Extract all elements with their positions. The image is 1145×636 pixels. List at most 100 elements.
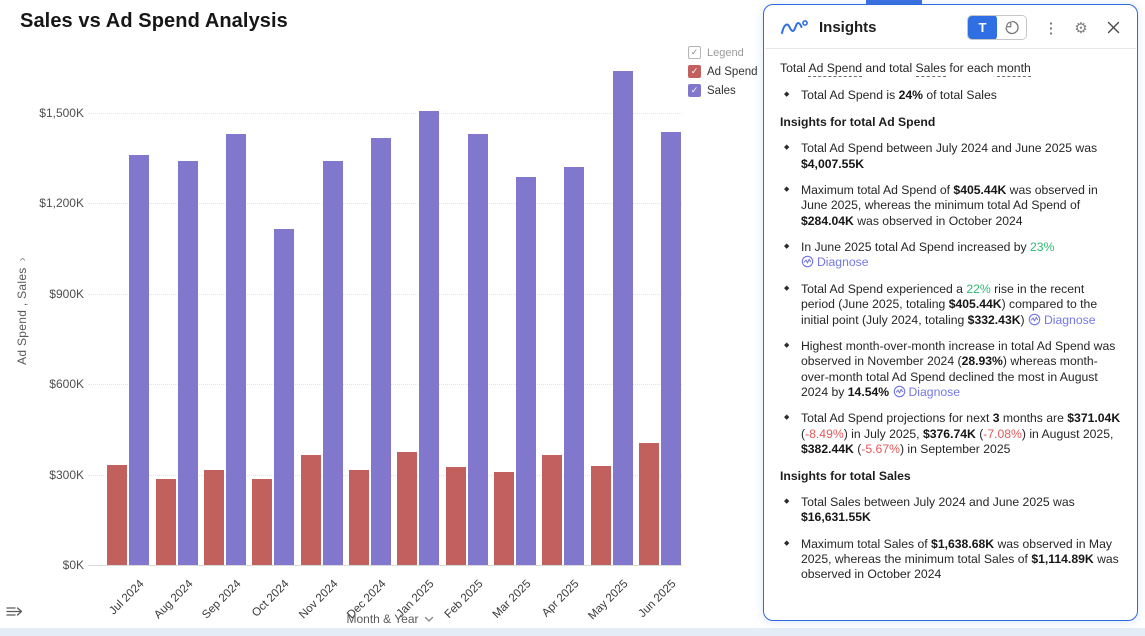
diagnose-link[interactable]: Diagnose [1028,312,1096,327]
sales-checkbox[interactable]: ✓ [688,84,701,97]
insight-bullet: ◆ Total Ad Spend projections for next 3 m… [780,411,1121,457]
check-icon: ✓ [690,85,699,95]
bullet-diamond-icon: ◆ [784,341,790,349]
bar-ad-spend-jul-2024[interactable] [107,464,128,565]
insight-bullet: ◆ Total Ad Spend between July 2024 and Ju… [780,141,1121,172]
diagnose-label: Diagnose [817,255,869,270]
insight-section-heading: Insights for total Ad Spend [780,114,936,129]
bullet-diamond-icon: ◆ [784,414,790,422]
insight-bullet-text: Total Ad Spend is 24% of total Sales [801,88,997,103]
chart-card: Sales vs Ad Spend Analysis ✓ Legend ✓ Ad… [0,10,758,626]
y-axis-title[interactable]: Ad Spend , Sales › [15,231,29,391]
insight-bullet-text: Highest month-over-month increase in tot… [801,338,1116,399]
legend-item-label: Sales [707,84,736,97]
chevron-right-icon: › [15,257,29,262]
chart-title: Sales vs Ad Spend Analysis [20,10,288,32]
more-options-button[interactable]: ⋮ [1041,19,1061,37]
bar-ad-spend-jan-2025[interactable] [397,452,418,565]
chart-legend: ✓ Legend ✓ Ad Spend ✓ Sales [688,46,758,97]
bullet-diamond-icon: ◆ [784,497,790,505]
legend-item-label: Ad Spend [707,65,758,78]
insight-lead: Total Ad Spend and total Sales for each … [780,61,1031,77]
legend-master-checkbox[interactable]: ✓ [688,46,701,59]
bar-ad-spend-aug-2024[interactable] [155,479,176,565]
close-button[interactable] [1101,21,1125,34]
diagnose-link[interactable]: Diagnose [801,255,869,269]
legend-master-toggle[interactable]: ✓ Legend [688,46,758,59]
insight-bullet: ◆ Maximum total Sales of $1,638.68K was o… [780,537,1121,583]
bar-sales-apr-2025[interactable] [564,166,585,565]
bar-sales-nov-2024[interactable] [322,160,343,565]
bar-ad-spend-may-2025[interactable] [590,465,611,565]
diagnose-label: Diagnose [1043,312,1096,327]
bar-sales-oct-2024[interactable] [274,229,295,565]
insight-bullet-text: In June 2025 total Ad Spend increased by… [801,240,1055,270]
bar-ad-spend-dec-2024[interactable] [348,469,369,565]
x-tick-label-sep-2024: Sep 2024 [200,578,244,622]
bar-sales-sep-2024[interactable] [225,133,246,565]
ad-spend-checkbox[interactable]: ✓ [688,65,701,78]
zia-logo-icon [780,18,810,37]
insights-header: Insights T ⋮ ⚙ [764,5,1137,48]
insights-title: Insights [819,19,877,36]
pie-chart-icon [1005,20,1019,35]
plot-area [88,71,682,566]
bar-sales-may-2025[interactable] [612,71,633,565]
diagnose-label: Diagnose [908,385,961,399]
gridline-0k [88,565,682,566]
bottom-strip [0,628,1145,636]
insight-bullet: ◆ Total Sales between July 2024 and June … [780,495,1121,526]
insight-bullet: ◆ Total Ad Spend experienced a 22% rise i… [780,282,1121,328]
insights-content: Total Ad Spend and total Sales for each … [764,49,1137,620]
bar-ad-spend-feb-2025[interactable] [445,467,466,565]
bar-sales-jan-2025[interactable] [419,111,440,565]
x-axis-title[interactable]: Month & Year [310,612,470,626]
y-tick-label-1-500k: $1,500K [39,106,84,120]
bar-sales-feb-2025[interactable] [467,133,488,565]
bar-sales-jun-2025[interactable] [660,131,681,565]
bullet-diamond-icon: ◆ [784,243,790,250]
bar-ad-spend-nov-2024[interactable] [300,454,321,565]
y-axis-title-label: Ad Spend , Sales [15,267,29,365]
bar-sales-mar-2025[interactable] [515,177,536,565]
settings-button[interactable]: ⚙ [1069,19,1093,37]
insight-bullet: ◆ In June 2025 total Ad Spend increased b… [780,240,1121,271]
header-divider [765,48,1136,49]
legend-item-ad-spend[interactable]: ✓ Ad Spend [688,65,758,78]
bar-ad-spend-jun-2025[interactable] [638,442,659,565]
gridline-1-500k [88,113,682,114]
diagnose-link[interactable]: Diagnose [893,385,961,399]
bar-ad-spend-mar-2025[interactable] [493,471,514,565]
text-view-button[interactable]: T [968,16,997,39]
bar-ad-spend-apr-2025[interactable] [542,454,563,565]
x-axis-title-label: Month & Year [346,612,419,626]
x-tick-label-mar-2025: Mar 2025 [490,578,534,621]
bar-sales-jul-2024[interactable] [129,154,150,565]
bullet-diamond-icon: ◆ [784,144,790,152]
legend-item-sales[interactable]: ✓ Sales [688,84,758,97]
background-tab-chip [866,0,922,7]
legend-label: Legend [707,46,744,59]
insight-bullet-text: Total Ad Spend between July 2024 and Jun… [801,141,1098,171]
bar-ad-spend-oct-2024[interactable] [252,479,273,565]
x-tick-label-jul-2024: Jul 2024 [107,578,147,618]
insight-bullet: ◆ Total Ad Spend is 24% of total Sales [780,88,1121,103]
close-icon [1107,21,1119,34]
insights-panel: Insights T ⋮ ⚙ Total Ad [763,4,1138,621]
x-tick-label-oct-2024: Oct 2024 [250,578,292,620]
insight-bullet-text: Maximum total Ad Spend of $405.44K was o… [801,182,1098,228]
chart-view-button[interactable] [997,16,1026,39]
bar-sales-aug-2024[interactable] [177,161,198,565]
expand-menu-icon[interactable] [4,604,26,624]
y-axis-ticks: $0K $300K $600K $900K $1,200K $1,500K [0,106,92,572]
insight-bullet-text: Total Ad Spend projections for next 3 mo… [801,411,1121,457]
check-icon: ✓ [690,66,699,76]
insight-bullet-text: Total Sales between July 2024 and June 2… [801,494,1075,525]
bar-sales-dec-2024[interactable] [370,138,391,565]
bullet-diamond-icon: ◆ [784,539,790,547]
bar-ad-spend-sep-2024[interactable] [203,469,224,565]
y-tick-label-1-200k: $1,200K [39,196,84,211]
check-icon: ✓ [690,47,699,57]
x-tick-label-may-2025: May 2025 [585,578,630,623]
